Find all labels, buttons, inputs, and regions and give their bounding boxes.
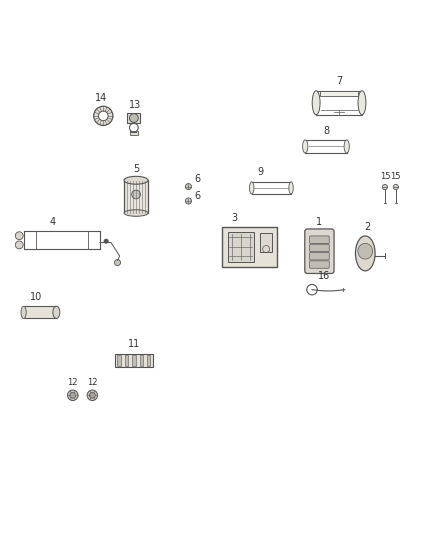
Text: 6: 6 (194, 191, 201, 201)
Text: 7: 7 (336, 76, 342, 86)
FancyBboxPatch shape (305, 229, 334, 273)
Ellipse shape (250, 182, 254, 194)
Ellipse shape (312, 91, 320, 115)
Circle shape (104, 239, 108, 244)
Bar (222, 227, 277, 266)
Text: 15: 15 (391, 172, 401, 181)
Text: 14: 14 (95, 93, 107, 103)
Ellipse shape (124, 210, 148, 216)
Circle shape (89, 392, 95, 398)
Circle shape (70, 392, 76, 398)
Ellipse shape (21, 306, 26, 318)
Bar (252, 182, 291, 194)
Circle shape (130, 114, 138, 123)
Bar (117, 355, 121, 366)
Circle shape (132, 190, 141, 199)
Bar (130, 131, 138, 135)
Bar (228, 232, 254, 262)
Ellipse shape (289, 182, 293, 194)
Text: 13: 13 (129, 100, 141, 110)
Bar (124, 180, 148, 213)
Bar (127, 113, 141, 123)
Text: 11: 11 (128, 340, 140, 350)
Bar (305, 140, 347, 153)
Circle shape (67, 390, 78, 400)
Bar (125, 355, 128, 366)
Bar (132, 355, 136, 366)
Circle shape (382, 184, 388, 190)
Bar (24, 306, 57, 318)
Circle shape (393, 184, 399, 190)
Ellipse shape (358, 91, 366, 115)
Text: 3: 3 (231, 213, 237, 223)
Ellipse shape (53, 306, 60, 318)
FancyBboxPatch shape (310, 253, 329, 260)
Circle shape (94, 106, 113, 125)
Ellipse shape (356, 236, 375, 271)
Text: 5: 5 (133, 164, 139, 174)
Text: 12: 12 (87, 377, 98, 386)
Circle shape (15, 232, 23, 240)
Text: 10: 10 (29, 292, 42, 302)
Circle shape (185, 183, 191, 190)
FancyBboxPatch shape (310, 236, 329, 244)
Bar (147, 355, 150, 366)
Bar (260, 233, 272, 252)
Circle shape (185, 198, 191, 204)
Ellipse shape (303, 140, 308, 153)
Text: 1: 1 (316, 217, 322, 227)
Text: 6: 6 (194, 174, 201, 184)
FancyBboxPatch shape (310, 261, 329, 268)
Text: 2: 2 (364, 222, 371, 231)
Text: 16: 16 (318, 271, 330, 281)
Text: 15: 15 (380, 172, 390, 181)
Circle shape (15, 241, 23, 249)
Bar (316, 91, 362, 115)
Circle shape (114, 260, 120, 265)
Circle shape (99, 111, 108, 120)
Text: 4: 4 (50, 217, 56, 227)
Text: 12: 12 (67, 377, 78, 386)
FancyBboxPatch shape (310, 244, 329, 252)
Text: 8: 8 (323, 125, 329, 135)
Ellipse shape (124, 176, 148, 184)
Text: 9: 9 (258, 167, 264, 177)
Bar (320, 91, 358, 96)
Ellipse shape (358, 244, 373, 259)
Bar (140, 355, 143, 366)
Ellipse shape (344, 140, 350, 153)
Bar (115, 354, 153, 367)
Circle shape (87, 390, 98, 400)
